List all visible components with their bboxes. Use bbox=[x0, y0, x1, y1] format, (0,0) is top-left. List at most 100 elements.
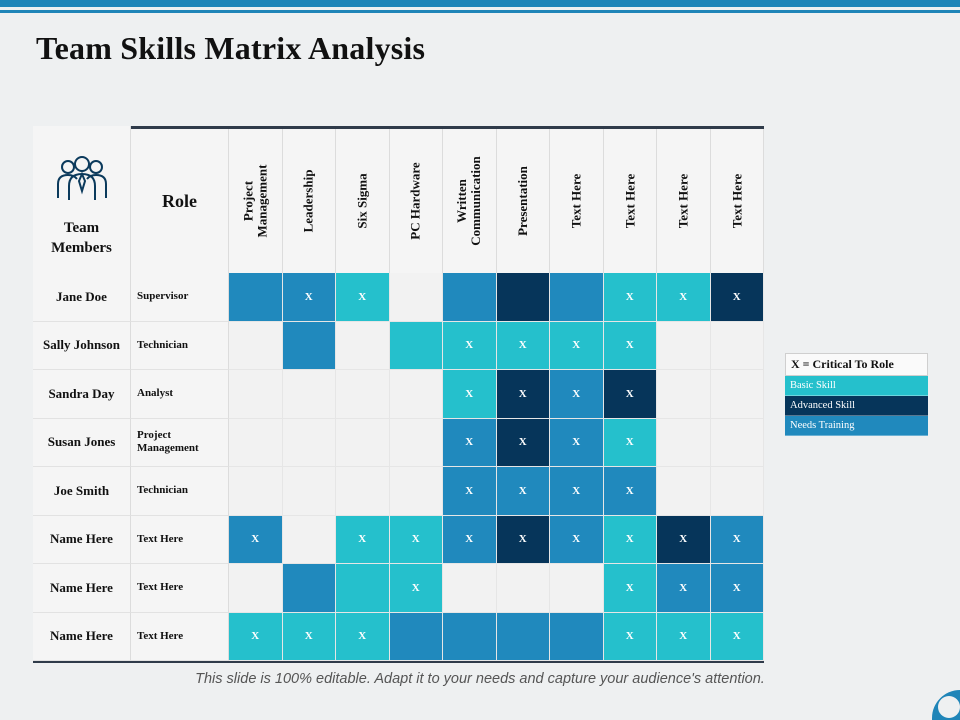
member-name: Name Here bbox=[33, 515, 131, 564]
skill-cell bbox=[389, 273, 443, 322]
skill-cell bbox=[657, 321, 711, 370]
skill-header-label: Leadership bbox=[300, 169, 316, 233]
legend-item: Needs Training bbox=[785, 416, 928, 436]
legend: X = Critical To Role Basic Skill Advanced… bbox=[785, 353, 928, 436]
skill-cell: X bbox=[496, 515, 550, 564]
skill-cell bbox=[550, 564, 604, 613]
skill-cell bbox=[282, 370, 336, 419]
skill-cell: X bbox=[710, 273, 764, 322]
skill-header-label: Written Communication bbox=[454, 156, 484, 246]
skill-cell: X bbox=[550, 321, 604, 370]
skill-header-label: Text Here bbox=[568, 173, 584, 229]
skill-cell: X bbox=[496, 321, 550, 370]
skill-cell: X bbox=[710, 564, 764, 613]
skill-cell: X bbox=[336, 515, 390, 564]
skill-header-label: Text Here bbox=[728, 173, 744, 229]
member-role: Technician bbox=[131, 467, 229, 516]
skill-cell: X bbox=[443, 515, 497, 564]
role-header-label: Role bbox=[162, 190, 197, 211]
skill-cell: X bbox=[710, 612, 764, 661]
skill-header-label: Six Sigma bbox=[354, 173, 370, 229]
table-row: Name Here Text Here X X X X X X X X X bbox=[33, 515, 764, 564]
skill-cell bbox=[389, 467, 443, 516]
table-row: Jane Doe Supervisor X X X X X bbox=[33, 273, 764, 322]
table-row: Sally Johnson Technician X X X X bbox=[33, 321, 764, 370]
top-accent-bar bbox=[0, 0, 960, 7]
member-role: Text Here bbox=[131, 515, 229, 564]
skill-header-label: Text Here bbox=[621, 173, 637, 229]
skill-cell: X bbox=[603, 564, 657, 613]
skill-cell: X bbox=[496, 370, 550, 419]
member-role: Technician bbox=[131, 321, 229, 370]
skill-cell: X bbox=[336, 273, 390, 322]
member-name: Sally Johnson bbox=[33, 321, 131, 370]
skill-cell bbox=[336, 321, 390, 370]
skill-cell bbox=[443, 564, 497, 613]
skill-cell: X bbox=[657, 273, 711, 322]
member-name: Susan Jones bbox=[33, 418, 131, 467]
skill-cell bbox=[282, 515, 336, 564]
skill-cell bbox=[229, 273, 283, 322]
skill-cell bbox=[229, 321, 283, 370]
team-members-label: Team Members bbox=[51, 220, 112, 256]
skill-cell bbox=[710, 321, 764, 370]
table-row: Name Here Text Here X X X X X X bbox=[33, 612, 764, 661]
skill-cell bbox=[710, 370, 764, 419]
member-role: Project Management bbox=[131, 418, 229, 467]
skill-header-label: Presentation bbox=[514, 166, 530, 236]
skill-header-6: Presentation bbox=[496, 129, 550, 273]
skills-matrix: Team Members Role Project Management Leade… bbox=[33, 126, 764, 663]
skill-cell: X bbox=[496, 467, 550, 516]
skill-header-3: Six Sigma bbox=[336, 129, 390, 273]
skill-cell: X bbox=[550, 515, 604, 564]
corner-decoration bbox=[932, 690, 960, 720]
skill-cell: X bbox=[710, 515, 764, 564]
skill-cell bbox=[389, 321, 443, 370]
skill-cell bbox=[496, 564, 550, 613]
skill-cell bbox=[710, 467, 764, 516]
role-header: Role bbox=[131, 129, 229, 273]
team-members-header: Team Members bbox=[33, 126, 131, 273]
skill-cell bbox=[336, 467, 390, 516]
skill-cell bbox=[229, 564, 283, 613]
header-top-rule bbox=[131, 126, 764, 129]
table-row: Sandra Day Analyst X X X X bbox=[33, 370, 764, 419]
skill-cell bbox=[336, 418, 390, 467]
skill-header-label: Project Management bbox=[240, 164, 270, 238]
skill-cell: X bbox=[389, 515, 443, 564]
team-members-icon bbox=[56, 156, 107, 200]
legend-title: X = Critical To Role bbox=[785, 353, 928, 376]
skill-cell: X bbox=[603, 467, 657, 516]
member-role: Supervisor bbox=[131, 273, 229, 322]
skill-header-5: Written Communication bbox=[443, 129, 497, 273]
skill-cell: X bbox=[603, 321, 657, 370]
skill-cell bbox=[229, 418, 283, 467]
skill-cell: X bbox=[496, 418, 550, 467]
skill-cell: X bbox=[550, 418, 604, 467]
skill-cell bbox=[443, 612, 497, 661]
skill-cell: X bbox=[229, 515, 283, 564]
skill-header-9: Text Here bbox=[657, 129, 711, 273]
skill-cell bbox=[443, 273, 497, 322]
skill-cell bbox=[550, 612, 604, 661]
top-accent-line bbox=[0, 10, 960, 13]
skill-cell bbox=[336, 370, 390, 419]
skill-cell: X bbox=[282, 612, 336, 661]
skill-header-4: PC Hardware bbox=[389, 129, 443, 273]
skill-cell: X bbox=[550, 370, 604, 419]
skill-header-2: Leadership bbox=[282, 129, 336, 273]
skill-cell: X bbox=[550, 467, 604, 516]
member-name: Sandra Day bbox=[33, 370, 131, 419]
skill-cell bbox=[550, 273, 604, 322]
skill-cell bbox=[282, 467, 336, 516]
skill-cell bbox=[657, 418, 711, 467]
skill-header-10: Text Here bbox=[710, 129, 764, 273]
member-name: Name Here bbox=[33, 564, 131, 613]
skill-cell: X bbox=[657, 564, 711, 613]
skill-header-8: Text Here bbox=[603, 129, 657, 273]
skill-cell: X bbox=[603, 515, 657, 564]
skill-cell bbox=[496, 273, 550, 322]
member-role: Analyst bbox=[131, 370, 229, 419]
member-name: Jane Doe bbox=[33, 273, 131, 322]
table-row: Joe Smith Technician X X X X bbox=[33, 467, 764, 516]
